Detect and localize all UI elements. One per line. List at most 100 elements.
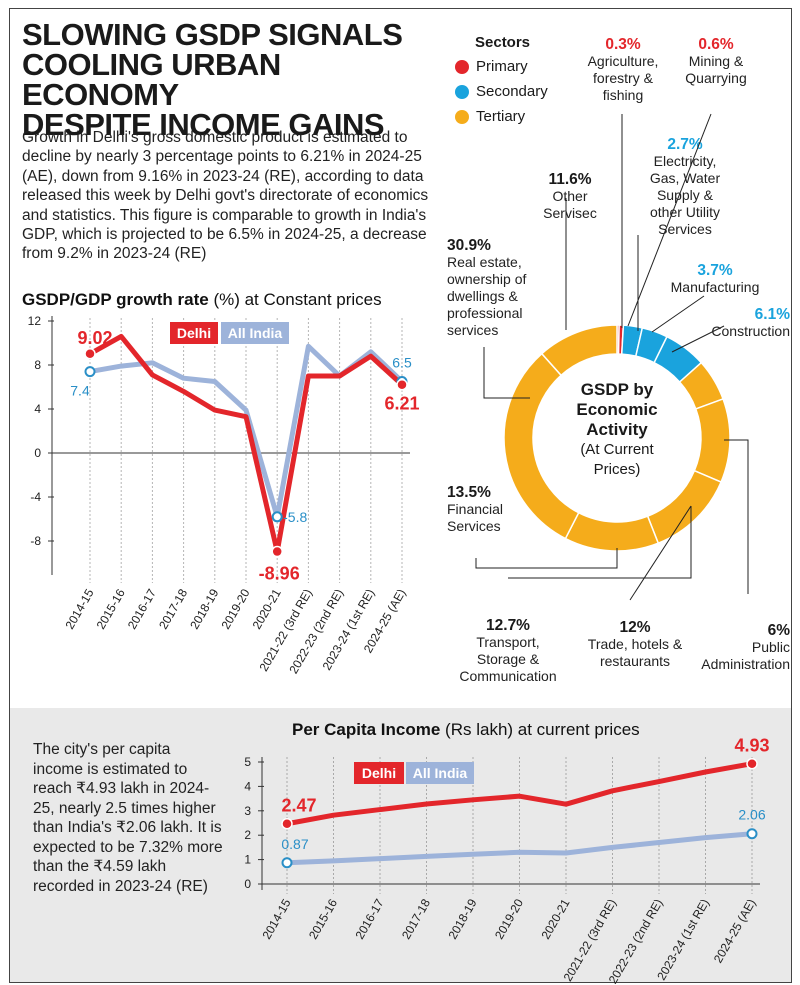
donut-segment-name: Supply & [656,187,714,203]
donut-segment-label: 12% Trade, hotels & restaurants [575,619,695,670]
headline-line: COOLING URBAN ECONOMY [22,47,281,112]
growth-y-tick-label: 12 [28,314,42,328]
donut-leader-line [475,548,618,569]
growth-india-point [84,366,96,378]
legend-secondary-label: Secondary [476,83,548,100]
pci-chart-title: Per Capita Income (Rs lakh) at current p… [292,720,640,740]
donut-segment-percent: 12% [619,619,651,636]
legend-tertiary-label: Tertiary [476,108,526,125]
growth-x-tick-label: 2016-17 [125,586,159,631]
growth-chart-title: GSDP/GDP growth rate (%) at Constant pri… [22,290,382,310]
pci-legend-delhi-label: Delhi [362,765,396,781]
pci-x-tick-label: 2015-16 [306,896,340,941]
donut-segment-percent: 3.7% [697,262,733,279]
donut-leader-line [508,506,692,579]
headline-line: SLOWING GSDP SIGNALS [22,17,403,52]
headline: SLOWING GSDP SIGNALS COOLING URBAN ECONO… [22,17,422,142]
secondary-dot-icon [455,84,469,99]
sectors-legend-title: Sectors [475,34,531,51]
growth-legend-india-label: All India [228,325,283,341]
growth-y-tick-label: 4 [34,402,41,416]
donut-segment-percent: 0.3% [605,36,641,53]
growth-delhi-point [271,545,283,558]
donut-segment-label: 12.7% Transport, Storage & Communication [453,617,563,685]
donut-segment-name: Servisec [543,205,597,221]
donut-segment-name: Electricity, [653,153,717,169]
donut-leader-line [629,505,692,601]
donut-leader-line [724,439,749,594]
pci-india-last-label: 2.06 [738,807,765,823]
growth-chart-title-sub: (%) at Constant prices [208,290,382,309]
donut-segment-name: Transport, [476,634,540,650]
donut-segment-name: Services [658,221,712,237]
pci-x-tick-label: 2023-24 (1st RE) [654,897,712,983]
pci-india-line [286,831,753,866]
infographic-frame [9,8,792,983]
pci-y-tick-label: 0 [244,877,251,891]
donut-segment-percent: 11.6% [548,171,592,188]
donut-chart [475,113,749,601]
donut-segment-name: forestry & [593,70,653,86]
pci-x-tick-label: 2014-15 [259,896,293,941]
growth-x-tick-label: 2014-15 [62,586,96,631]
pci-x-tick-label: 2020-21 [538,896,572,941]
pci-y-tick-label: 1 [244,853,251,867]
donut-segment-name: Real estate, [447,254,522,270]
pci-delhi-first-label: 2.47 [281,796,316,816]
donut-segment-label: 0.3% Agriculture, forestry & fishing [578,36,668,104]
donut-segment-name: other Utility [649,204,721,220]
pci-legend-india-box [406,762,474,784]
donut-segment-name: Trade, hotels & [587,636,683,652]
pci-chart: 5 4 3 2 1 0 2014-15 2015-16 2016-17 2017-18 2018-1… [244,736,769,985]
pci-chart-title-bold: Per Capita Income [292,720,441,739]
donut-slice [503,352,580,540]
donut-segment-label: 6.1% Construction [672,306,790,340]
donut-center-sub-line: (At Current [580,441,654,458]
donut-center-label: GSDP by Economic Activity (At Current Pr… [561,380,673,480]
donut-segment-name: Mining & [688,53,744,69]
donut-segment-percent: 30.9% [447,237,491,254]
pci-chart-title-sub: (Rs lakh) at current prices [440,720,640,739]
pci-x-tick-label: 2017-18 [399,896,433,941]
donut-segment-label: 2.7% Electricity, Gas, Water Supply & other … [630,136,740,238]
donut-segment-label: 13.5% Financial Services [447,484,547,535]
donut-slice [646,469,723,545]
growth-delhi-point [396,378,408,391]
pci-x-tick-label: 2018-19 [445,896,479,941]
donut-segment-name: Administration [701,656,790,672]
donut-leader-line [651,295,705,333]
growth-india-point [271,511,283,523]
donut-segment-name: services [447,322,499,338]
growth-india-min-label: -5.8 [283,509,307,525]
donut-segment-name: Manufacturing [670,279,760,295]
donut-segment-name: Public [751,639,790,655]
donut-segment-name: Financial [447,501,504,517]
pci-delhi-point [281,817,293,830]
growth-delhi-line [88,333,404,555]
donut-segment-percent: 12.7% [486,617,530,634]
growth-delhi-first-label: 9.02 [77,328,112,348]
sectors-legend: Sectors Primary Secondary Tertiary [455,34,548,129]
donut-segment-name: Quarrying [685,70,747,86]
donut-segment-name: Construction [711,323,790,339]
growth-chart-title-bold: GSDP/GDP growth rate [22,290,209,309]
donut-segment-name: Gas, Water [649,170,721,186]
donut-segment-name: Other [552,188,588,204]
donut-segment-name: restaurants [599,653,671,669]
growth-delhi-point [84,348,96,360]
pci-y-tick-label: 4 [244,779,251,793]
pci-y-tick-label: 5 [244,755,251,769]
donut-segment-name: Services [447,518,501,534]
donut-segment-name: ownership of [447,271,527,287]
pci-delhi-line [286,761,753,827]
donut-segment-label: 0.6% Mining & Quarrying [676,36,756,87]
headline-line: DESPITE INCOME GAINS [22,107,385,142]
growth-y-tick-label: -4 [30,490,41,504]
primary-dot-icon [455,59,469,74]
legend-secondary: Secondary [455,79,548,104]
donut-center-title-line: Economic [576,400,658,419]
pci-y-tick-label: 3 [244,804,251,818]
donut-segment-percent: 6% [767,622,790,639]
growth-delhi-last-label: 6.21 [384,394,419,414]
growth-y-tick-label: 0 [34,446,41,460]
